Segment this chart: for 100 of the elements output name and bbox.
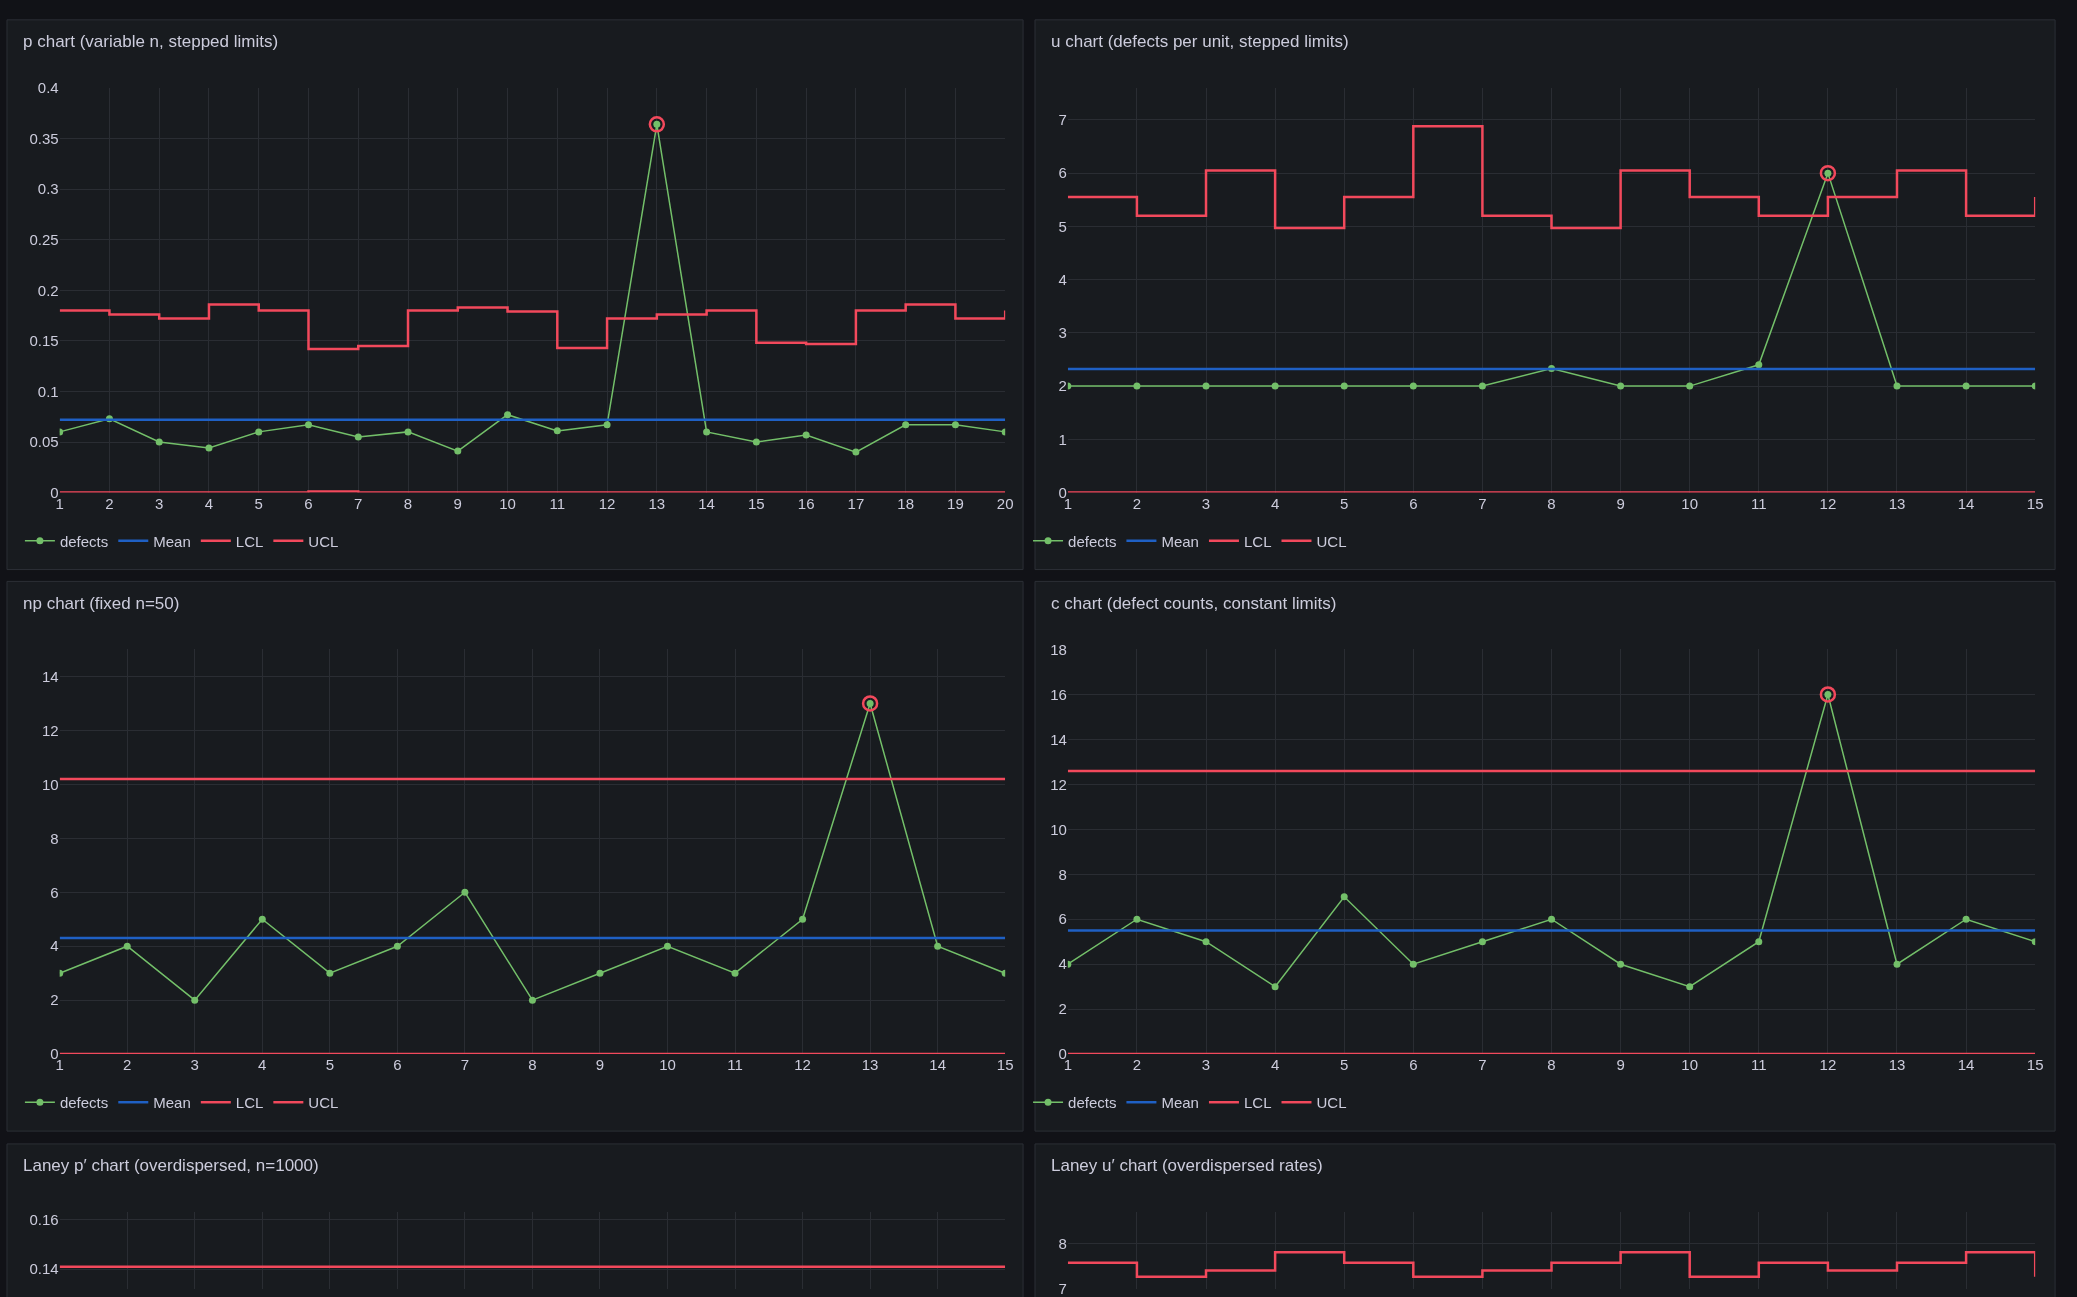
x-tick-label: 9 <box>1616 1056 1625 1074</box>
legend-label: defects <box>1068 532 1117 550</box>
x-tick-label: 13 <box>1888 494 1906 512</box>
y-tick-label: 4 <box>1058 955 1067 973</box>
y-tick-label: 7 <box>1058 111 1067 129</box>
y-tick-label: 0.05 <box>29 433 59 451</box>
chart-title: u chart (defects per unit, stepped limits) <box>1051 32 1349 51</box>
legend-label: UCL <box>1316 1094 1347 1112</box>
x-tick-label: 14 <box>1957 1056 1975 1074</box>
y-tick-label: 6 <box>1058 164 1067 182</box>
y-tick-label: 14 <box>41 667 59 685</box>
legend-label: Mean <box>1161 532 1199 550</box>
x-tick-label: 19 <box>947 494 964 512</box>
x-tick-label: 16 <box>797 494 815 512</box>
legend-label: LCL <box>1243 532 1272 550</box>
y-tick-label: 8 <box>1058 865 1067 883</box>
y-tick-label: 18 <box>1050 640 1067 658</box>
x-tick-label: 12 <box>1819 494 1837 512</box>
y-tick-label: 0.1 <box>37 382 59 400</box>
x-tick-label: 2 <box>1132 494 1142 512</box>
x-tick-label: 17 <box>847 494 865 512</box>
y-tick-label: 8 <box>1058 1234 1067 1252</box>
y-tick-label: 0.14 <box>29 1260 59 1278</box>
x-tick-label: 6 <box>393 1056 402 1074</box>
chart-title: Laney u′ chart (overdispersed rates) <box>1051 1156 1323 1175</box>
y-tick-label: 10 <box>41 775 59 793</box>
legend-label: Mean <box>153 1094 191 1112</box>
x-tick-label: 7 <box>1478 494 1487 512</box>
x-tick-label: 3 <box>155 494 164 512</box>
x-tick-label: 4 <box>1270 1056 1280 1074</box>
y-tick-label: 6 <box>1058 910 1067 928</box>
y-tick-label: 7 <box>1058 1279 1067 1297</box>
x-tick-label: 20 <box>996 494 1014 512</box>
x-tick-label: 3 <box>190 1056 199 1074</box>
legend-label: defects <box>59 1094 109 1112</box>
x-tick-label: 5 <box>1340 1056 1349 1074</box>
x-tick-label: 15 <box>2026 1056 2044 1074</box>
x-tick-label: 10 <box>1681 1056 1699 1074</box>
x-tick-label: 13 <box>648 494 666 512</box>
x-tick-label: 12 <box>794 1056 811 1074</box>
legend-label: UCL <box>1316 532 1347 550</box>
x-tick-label: 5 <box>254 494 263 512</box>
legend-label: Mean <box>1161 1094 1199 1112</box>
y-tick-label: 10 <box>1050 820 1067 838</box>
y-tick-label: 0 <box>1058 483 1067 501</box>
y-tick-label: 0.15 <box>29 332 59 350</box>
x-tick-label: 8 <box>1547 494 1556 512</box>
x-tick-label: 13 <box>1888 1056 1906 1074</box>
legend-label: LCL <box>235 1094 264 1112</box>
legend-label: Mean <box>153 532 191 550</box>
y-tick-label: 3 <box>1058 324 1067 342</box>
x-tick-label: 14 <box>1957 494 1975 512</box>
x-tick-label: 15 <box>996 1056 1014 1074</box>
x-tick-label: 9 <box>1616 494 1625 512</box>
chart-title: c chart (defect counts, constant limits) <box>1051 594 1337 613</box>
y-tick-label: 8 <box>50 829 59 847</box>
legend-label: LCL <box>1243 1094 1272 1112</box>
x-tick-label: 11 <box>549 494 566 512</box>
chart-title: np chart (fixed n=50) <box>23 594 180 613</box>
x-tick-label: 14 <box>698 494 715 512</box>
x-tick-label: 2 <box>105 494 114 512</box>
legend-label: UCL <box>308 532 339 550</box>
x-tick-label: 14 <box>929 1056 946 1074</box>
x-tick-label: 4 <box>204 494 214 512</box>
y-tick-label: 0.25 <box>29 230 59 248</box>
x-tick-label: 9 <box>595 1056 605 1074</box>
y-tick-label: 12 <box>41 721 59 739</box>
x-tick-label: 4 <box>258 1056 267 1074</box>
x-tick-label: 10 <box>1681 494 1699 512</box>
x-tick-label: 3 <box>1201 1056 1211 1074</box>
y-tick-label: 0.2 <box>37 281 59 299</box>
y-tick-label: 5 <box>1058 217 1067 235</box>
y-tick-label: 2 <box>50 991 59 1009</box>
x-tick-label: 11 <box>1751 494 1767 512</box>
x-tick-label: 8 <box>403 494 413 512</box>
chart-title: p chart (variable n, stepped limits) <box>23 32 279 51</box>
x-tick-label: 18 <box>897 494 914 512</box>
y-tick-label: 1 <box>1058 430 1067 448</box>
legend-label: defects <box>59 532 109 550</box>
y-tick-label: 16 <box>1050 685 1067 703</box>
y-tick-label: 2 <box>1058 1000 1067 1018</box>
x-tick-label: 11 <box>727 1056 743 1074</box>
x-tick-label: 9 <box>453 494 462 512</box>
x-tick-label: 10 <box>499 494 516 512</box>
x-tick-label: 5 <box>1340 494 1349 512</box>
y-tick-label: 0.16 <box>29 1210 59 1228</box>
x-tick-label: 5 <box>325 1056 334 1074</box>
y-tick-label: 0.4 <box>37 79 59 97</box>
x-tick-label: 10 <box>659 1056 676 1074</box>
legend-label: UCL <box>308 1094 339 1112</box>
y-tick-label: 14 <box>1050 730 1067 748</box>
x-tick-label: 4 <box>1270 494 1280 512</box>
x-tick-label: 7 <box>1478 1056 1487 1074</box>
x-tick-label: 15 <box>748 494 765 512</box>
y-tick-label: 4 <box>50 937 59 955</box>
x-tick-label: 15 <box>2026 494 2044 512</box>
x-tick-label: 13 <box>861 1056 879 1074</box>
y-tick-label: 0.3 <box>37 180 59 198</box>
y-tick-label: 6 <box>50 883 59 901</box>
y-tick-label: 4 <box>1058 270 1067 288</box>
